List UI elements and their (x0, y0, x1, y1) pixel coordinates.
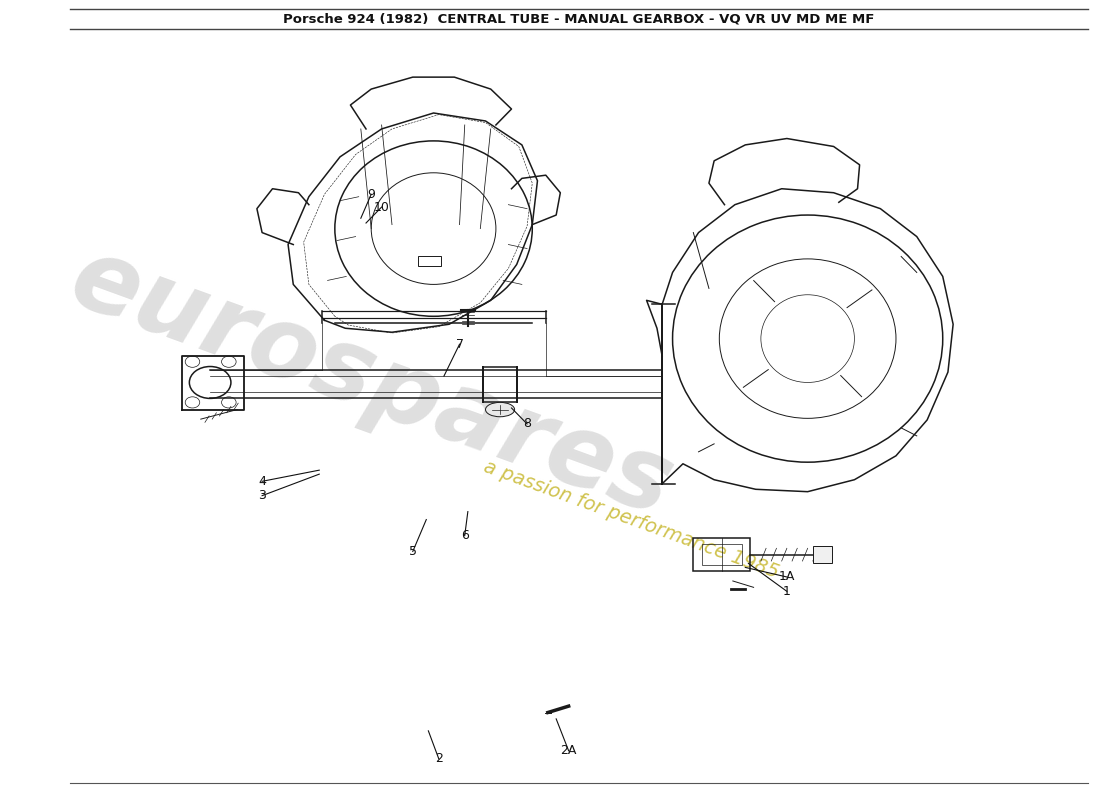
Text: 8: 8 (524, 418, 531, 430)
Text: a passion for performance 1985: a passion for performance 1985 (481, 457, 781, 582)
Text: Porsche 924 (1982)  CENTRAL TUBE - MANUAL GEARBOX - VQ VR UV MD ME MF: Porsche 924 (1982) CENTRAL TUBE - MANUAL… (284, 13, 874, 26)
Bar (813, 546, 832, 563)
Text: 1: 1 (783, 585, 791, 598)
Text: 7: 7 (455, 338, 463, 350)
Bar (693, 538, 750, 571)
Text: eurospares: eurospares (57, 230, 685, 538)
Text: 1A: 1A (779, 570, 795, 583)
Ellipse shape (485, 402, 515, 417)
Bar (702, 544, 743, 565)
Text: 2A: 2A (561, 744, 576, 758)
Text: 3: 3 (258, 489, 266, 502)
Text: 9: 9 (367, 188, 375, 201)
Text: 4: 4 (258, 475, 266, 488)
Text: 10: 10 (374, 201, 389, 214)
Bar (418, 257, 441, 266)
Text: 2: 2 (434, 752, 442, 766)
Text: 6: 6 (461, 529, 469, 542)
Text: 5: 5 (409, 545, 417, 558)
